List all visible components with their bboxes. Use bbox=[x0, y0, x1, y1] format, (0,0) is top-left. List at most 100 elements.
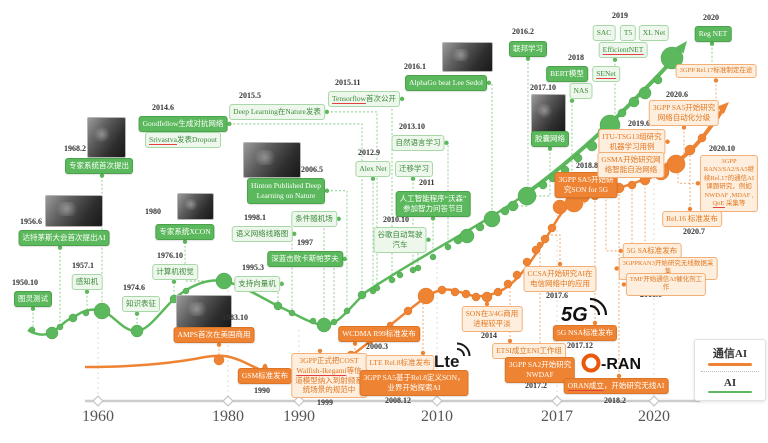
date-label: 1990 bbox=[254, 386, 270, 395]
capsule-photo bbox=[531, 94, 566, 133]
connector-line bbox=[513, 58, 529, 207]
misspell-underline: ORAN成立 bbox=[567, 381, 604, 391]
legend-divider bbox=[701, 370, 759, 372]
ai-curve-dot bbox=[182, 287, 190, 295]
connector-anchor-dot bbox=[216, 342, 222, 347]
connector-anchor-dot bbox=[336, 216, 341, 222]
connector-line bbox=[229, 123, 363, 295]
oran-founded: ORAN成立，开始研究无线AI bbox=[563, 378, 669, 394]
legend-line-comm bbox=[708, 363, 752, 366]
ai-curve-dot bbox=[500, 206, 510, 216]
connector-anchor-dot bbox=[616, 373, 622, 379]
axis-year-label: 1960 bbox=[82, 408, 114, 425]
connector-anchor-dot bbox=[681, 125, 687, 130]
wcdma-r99: WCDMA R99标准发布 bbox=[338, 326, 420, 342]
connector-anchor-dot bbox=[618, 248, 623, 254]
date-label: 2014 bbox=[481, 331, 497, 340]
connector-anchor-dot bbox=[84, 289, 90, 294]
connector-line bbox=[323, 218, 339, 325]
federated-learning: 联邦学习 bbox=[509, 41, 547, 57]
ai-curve-dot bbox=[517, 186, 537, 206]
connector-anchor-dot bbox=[507, 338, 513, 344]
misspell-underline: QoE bbox=[712, 200, 725, 209]
ai-curve-dot bbox=[483, 210, 501, 228]
efficientnet: EfficientNET bbox=[598, 42, 648, 58]
senet: SENet bbox=[592, 66, 620, 82]
trend-arrowhead bbox=[716, 102, 729, 114]
connector-line bbox=[605, 192, 621, 252]
amps: AMPS首次在美国商用 bbox=[173, 327, 255, 343]
date-label: 2008.12 bbox=[385, 396, 411, 405]
date-label: 2014.6 bbox=[152, 103, 174, 112]
comm-curve-dot bbox=[450, 287, 460, 297]
ai-curve-dot bbox=[388, 276, 396, 284]
connector-anchor-dot bbox=[569, 98, 575, 103]
axis-year-marker bbox=[551, 395, 563, 407]
date-label: 1999 bbox=[317, 398, 333, 407]
misspell-underline: EfficientNET bbox=[602, 45, 644, 55]
google-self-driving: 谷歌自动驾驶 汽车 bbox=[373, 227, 427, 253]
legend-label-comm-ai: 通信AI bbox=[712, 348, 748, 360]
computer-vision: 计算机视觉 bbox=[152, 264, 198, 280]
connector-anchor-dot bbox=[426, 237, 431, 242]
ai-curve-dot bbox=[429, 253, 437, 261]
ai-curve-dot bbox=[396, 271, 404, 279]
date-label: 2017.2 bbox=[525, 381, 547, 390]
date-label: 1980 bbox=[145, 207, 161, 216]
date-label: 1983.10 bbox=[222, 313, 248, 322]
connector-anchor-dot bbox=[695, 181, 701, 186]
ai-curve-dot bbox=[653, 75, 663, 85]
ai-curve-dot bbox=[330, 318, 338, 326]
ai-curve-dot bbox=[309, 317, 317, 325]
date-label: 1950.10 bbox=[12, 278, 38, 287]
connector-line bbox=[488, 82, 493, 219]
capsule-network: 胶囊网络 bbox=[531, 131, 569, 147]
date-label: 2017.10 bbox=[530, 83, 556, 92]
misspell-underline: Tensorflow bbox=[331, 94, 367, 104]
comm-curve-dot bbox=[493, 287, 503, 297]
date-label: 1998.1 bbox=[244, 213, 266, 222]
connector-anchor-dot bbox=[547, 146, 553, 151]
ai-curve-dot bbox=[660, 46, 684, 70]
date-label: 1974.6 bbox=[123, 283, 145, 292]
connector-anchor-dot bbox=[30, 306, 36, 311]
svm: 支持向量机 bbox=[234, 276, 280, 292]
expert-system-proposed: 专家系统首次提出 bbox=[65, 158, 133, 174]
axis-year-marker bbox=[222, 395, 234, 407]
axis-year-label: 1980 bbox=[212, 408, 244, 425]
connector-line bbox=[417, 239, 429, 268]
connector-anchor-dot bbox=[317, 348, 323, 354]
connector-line bbox=[327, 190, 348, 311]
xlnet: XL Net bbox=[638, 25, 670, 41]
ai-curve-dot bbox=[507, 200, 519, 212]
expert-system-photo bbox=[87, 117, 126, 158]
watson-quiz: 人工智能程序“沃森” 参加智力问答节目 bbox=[395, 191, 471, 217]
cost-wi-model: 3GPP正式把COST Walfish-Ikegami等信 道模型纳入到射频系 统场景… bbox=[291, 353, 367, 398]
connector-anchor-dot bbox=[324, 188, 330, 193]
date-label: 2016.1 bbox=[404, 62, 426, 71]
connector-line bbox=[548, 234, 561, 264]
comm-curve-dot bbox=[531, 245, 541, 255]
comm-curve-dot bbox=[697, 133, 707, 143]
date-label: 1957.1 bbox=[72, 261, 94, 270]
comm-curve-dot bbox=[417, 287, 435, 305]
connector-anchor-dot bbox=[430, 216, 436, 221]
lte-logo-text: Lte bbox=[434, 352, 460, 371]
rel17-ongoing: 3GPP Rel.17标准制定在途 bbox=[675, 64, 757, 79]
ai-curve-dot bbox=[28, 326, 36, 334]
date-label: 2011 bbox=[419, 178, 435, 187]
connector-anchor-dot bbox=[525, 56, 531, 61]
nlp-learning: 自然语言学习 bbox=[391, 135, 445, 151]
dartmouth: 达特茅斯大会首次提出AI bbox=[18, 230, 110, 246]
ai-curve-dot bbox=[93, 302, 111, 320]
comm-curve-dot bbox=[213, 354, 225, 366]
amps-era-photo bbox=[176, 295, 232, 328]
connector-line bbox=[184, 241, 224, 282]
connector-anchor-dot bbox=[324, 109, 330, 115]
alphago: AlphaGo beat Lee Sedol bbox=[405, 75, 487, 91]
connector-anchor-dot bbox=[279, 281, 284, 287]
ai-curve-dot bbox=[573, 153, 583, 163]
comm-curve-dot bbox=[666, 154, 686, 174]
connector-anchor-dot bbox=[444, 140, 449, 146]
xcon-photo bbox=[177, 193, 214, 220]
